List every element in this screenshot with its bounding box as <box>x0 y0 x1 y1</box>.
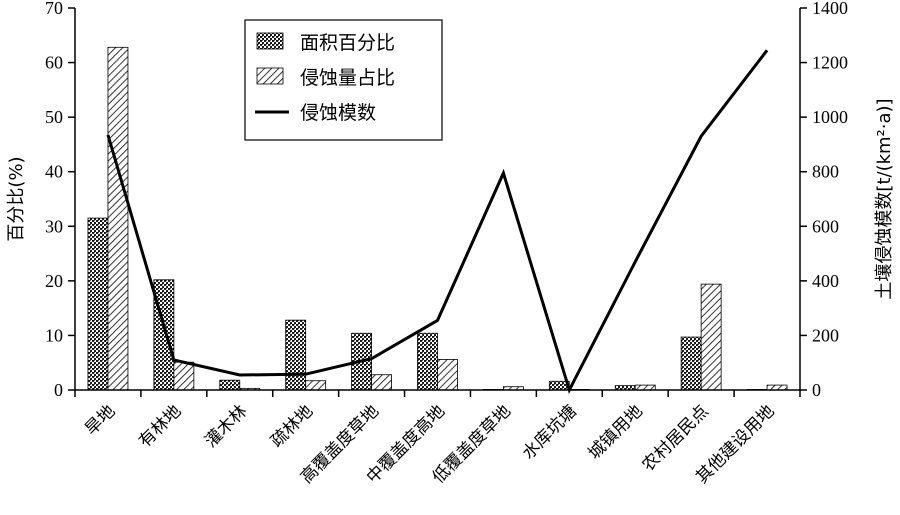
x-category-label: 水库坑塘 <box>519 401 581 463</box>
x-category-label: 旱地 <box>81 401 119 439</box>
left-tick-label: 70 <box>45 0 63 18</box>
bar-erosion-share <box>305 380 327 391</box>
bar-erosion-share <box>437 359 458 391</box>
legend-label-erosion-modulus: 侵蚀模数 <box>300 102 376 124</box>
legend-label-area-percent: 面积百分比 <box>300 32 395 54</box>
right-axis-ticks: 0 200 400 600 800 1000 1200 1400 <box>800 0 848 400</box>
right-tick-label: 800 <box>812 162 839 182</box>
legend-swatch-area-percent <box>256 32 284 50</box>
left-tick-label: 40 <box>45 162 63 182</box>
y-axis-label-right: 土壤侵蚀模数[t/(km²·a)] <box>874 98 895 299</box>
plot-area <box>87 46 788 394</box>
bar-area-percent <box>417 332 438 391</box>
x-category-label: 有林地 <box>135 401 185 451</box>
bar-area-percent <box>219 379 241 391</box>
left-tick-label: 50 <box>45 107 63 127</box>
bar-erosion-share <box>173 361 195 391</box>
right-tick-label: 1200 <box>812 53 848 73</box>
bar-area-percent <box>87 217 109 391</box>
x-category-label: 城镇用地 <box>585 401 647 463</box>
legend-label-erosion-share: 侵蚀量占比 <box>300 67 395 89</box>
x-category-label: 疏林地 <box>267 401 317 451</box>
bar-area-percent <box>153 279 175 391</box>
bars-group <box>87 46 788 391</box>
left-tick-label: 60 <box>45 53 63 73</box>
right-tick-label: 200 <box>812 325 839 345</box>
left-tick-label: 30 <box>45 216 63 236</box>
left-axis-ticks: 0 10 20 30 40 50 60 70 <box>45 0 75 400</box>
series-line-erosion-modulus <box>106 49 769 394</box>
right-tick-label: 600 <box>812 216 839 236</box>
bar-area-percent <box>680 336 702 391</box>
legend: 面积百分比 侵蚀量占比 侵蚀模数 <box>244 19 443 141</box>
bar-erosion-share <box>371 374 392 391</box>
left-tick-label: 0 <box>54 380 63 400</box>
y-axis-label-left: 百分比(%) <box>6 156 27 241</box>
left-tick-label: 20 <box>45 271 63 291</box>
right-tick-label: 400 <box>812 271 839 291</box>
bar-erosion-share <box>700 283 722 391</box>
left-tick-label: 10 <box>45 325 63 345</box>
right-tick-label: 0 <box>812 380 821 400</box>
x-category-label: 灌木林 <box>201 401 251 451</box>
legend-swatch-erosion-share <box>256 67 284 85</box>
right-tick-label: 1000 <box>812 107 848 127</box>
bar-area-percent <box>285 319 307 391</box>
right-tick-label: 1400 <box>812 0 848 18</box>
bar-erosion-share <box>107 46 129 391</box>
